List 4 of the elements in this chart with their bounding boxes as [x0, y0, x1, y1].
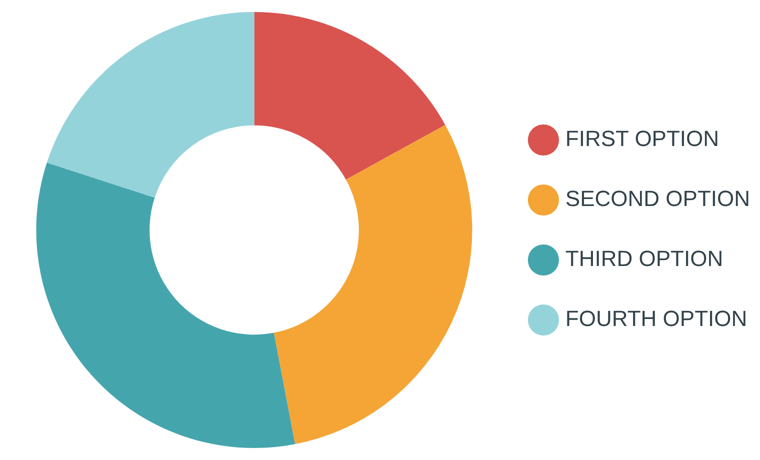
- legend-label: SECOND OPTION: [565, 186, 750, 212]
- legend-label: THIRD OPTION: [565, 246, 724, 272]
- legend-label: FIRST OPTION: [565, 126, 720, 152]
- legend-label: FOURTH OPTION: [565, 306, 748, 332]
